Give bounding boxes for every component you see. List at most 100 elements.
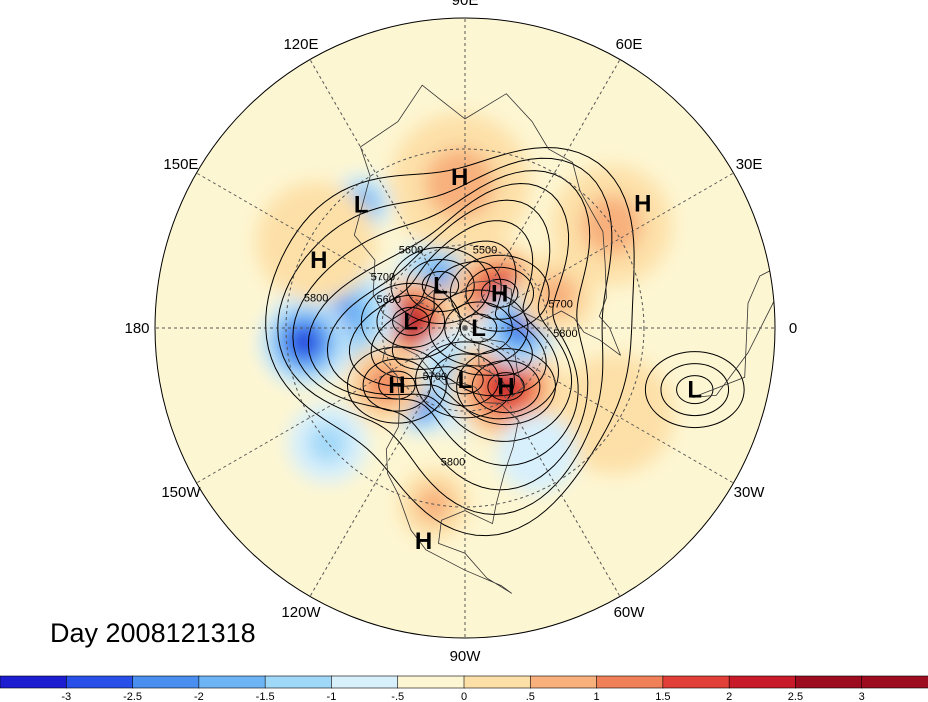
longitude-label: 120E: [283, 36, 318, 53]
parallel: [285, 148, 645, 508]
longitude-label: 150W: [161, 484, 201, 501]
coastlines: [353, 84, 775, 594]
colorbar-swatch: [0, 675, 68, 689]
meridian: [464, 172, 734, 329]
longitude-label: 60W: [614, 604, 646, 621]
longitude-label: 90E: [452, 0, 479, 9]
low-pressure-label: L: [433, 272, 448, 299]
colorbar-tick-label: .5: [526, 691, 535, 702]
meridian: [196, 172, 466, 329]
closed-contour: [660, 363, 730, 417]
coastline: [692, 256, 775, 398]
colorbar-swatch: [65, 675, 134, 689]
closed-contour: [392, 306, 430, 336]
parallel: [381, 244, 549, 412]
colorbar-tick-label: -2.5: [123, 691, 142, 702]
colorbar-swatch: [861, 675, 928, 689]
colorbar-tick-label: 2.5: [788, 691, 803, 702]
closed-contour: [465, 266, 535, 320]
low-pressure-label: L: [687, 377, 702, 404]
coastline: [353, 84, 621, 356]
date-title: Day 2008121318: [50, 618, 256, 648]
meridian: [309, 327, 466, 597]
contour-value-label: 5700: [371, 272, 395, 284]
meridian: [464, 59, 621, 329]
low-pressure-label: L: [471, 315, 486, 342]
colorbar-swatch: [264, 675, 333, 689]
colorbar-tick-label: -1.5: [256, 691, 275, 702]
colorbar-tick-label: 0: [461, 691, 467, 702]
contour-value-label: 5700: [548, 299, 572, 311]
colorbar-tick-label: -.5: [391, 691, 404, 702]
colorbar-swatch: [795, 675, 863, 689]
longitude-label: 60E: [616, 36, 643, 53]
map-border: [154, 17, 776, 639]
longitude-label: 30E: [736, 156, 763, 173]
colorbar-tick-label: -2: [194, 691, 204, 702]
high-pressure-label: H: [491, 280, 508, 307]
contour-value-label: 5800: [304, 293, 328, 305]
lat-lon-grid: [155, 18, 775, 638]
height-contour: [307, 182, 579, 466]
high-pressure-label: H: [497, 374, 514, 401]
closed-contour: [644, 351, 745, 429]
colorbar-tick-label: 2: [726, 691, 732, 702]
closed-contour: [456, 348, 556, 426]
high-pressure-label: H: [451, 164, 468, 191]
colorbar-swatch: [662, 675, 730, 689]
colorbar-tick-label: 1.5: [655, 691, 670, 702]
low-pressure-label: L: [354, 191, 369, 218]
closed-contour: [421, 270, 460, 300]
contour-value-label: 5600: [377, 294, 401, 306]
longitude-label: 120W: [281, 604, 321, 621]
meridian: [464, 327, 621, 597]
contour-value-label: 5700: [423, 371, 447, 383]
anomaly-blob: [424, 148, 495, 219]
colorbar-tick-label: 3: [859, 691, 865, 702]
longitude-labels: 90E 60E 30E 0 30W 60W 90W 120W 150W 180 150E 120E: [124, 0, 797, 665]
low-pressure-label: L: [403, 308, 418, 335]
contour-value-label: 5500: [473, 244, 497, 256]
contour-labels: 5600 5500 5700 5600 5800 5700 5800 5800 5700: [304, 244, 578, 468]
low-pressure-label: L: [458, 367, 473, 394]
high-pressure-label: H: [415, 528, 432, 555]
high-pressure-label: H: [310, 247, 327, 274]
colorbar-tick-label: 1: [594, 691, 600, 702]
longitude-label: 150E: [163, 156, 198, 173]
colorbar-tick-label: -3: [61, 691, 71, 702]
closed-contour: [362, 358, 432, 412]
anomaly-blob: [307, 423, 348, 464]
high-pressure-label: H: [634, 190, 651, 217]
colorbar-swatch: [132, 675, 200, 689]
contour-value-label: 5800: [441, 456, 465, 468]
closed-contour: [487, 372, 525, 402]
contour-value-label: 5600: [399, 245, 423, 257]
coastline: [382, 345, 519, 594]
height-contour: [292, 170, 591, 491]
colorbar-tick-label: -1: [327, 691, 337, 702]
longitude-label: 180: [124, 320, 149, 337]
closed-contour: [449, 254, 550, 332]
high-pressure-label: H: [388, 372, 405, 399]
colorbar-swatch: [728, 675, 797, 689]
meridian: [196, 327, 466, 484]
coastline: [478, 338, 525, 397]
colorbar-swatch: [198, 675, 266, 689]
meridian: [464, 327, 734, 484]
longitude-label: 0: [789, 320, 797, 337]
meridian: [309, 59, 466, 329]
colorbar-swatch: [596, 675, 664, 689]
colorbar-swatch: [331, 675, 399, 689]
map-disk: [155, 18, 775, 638]
colorbar-swatch: [397, 675, 465, 689]
closed-contour: [347, 346, 447, 424]
colorbar-swatch: [463, 675, 532, 689]
longitude-label: 30W: [734, 484, 766, 501]
anomaly-blob: [296, 334, 312, 350]
contour-value-label: 5800: [553, 328, 577, 340]
closed-contour: [378, 370, 416, 400]
closed-contour: [406, 258, 475, 312]
closed-contour: [376, 294, 446, 348]
